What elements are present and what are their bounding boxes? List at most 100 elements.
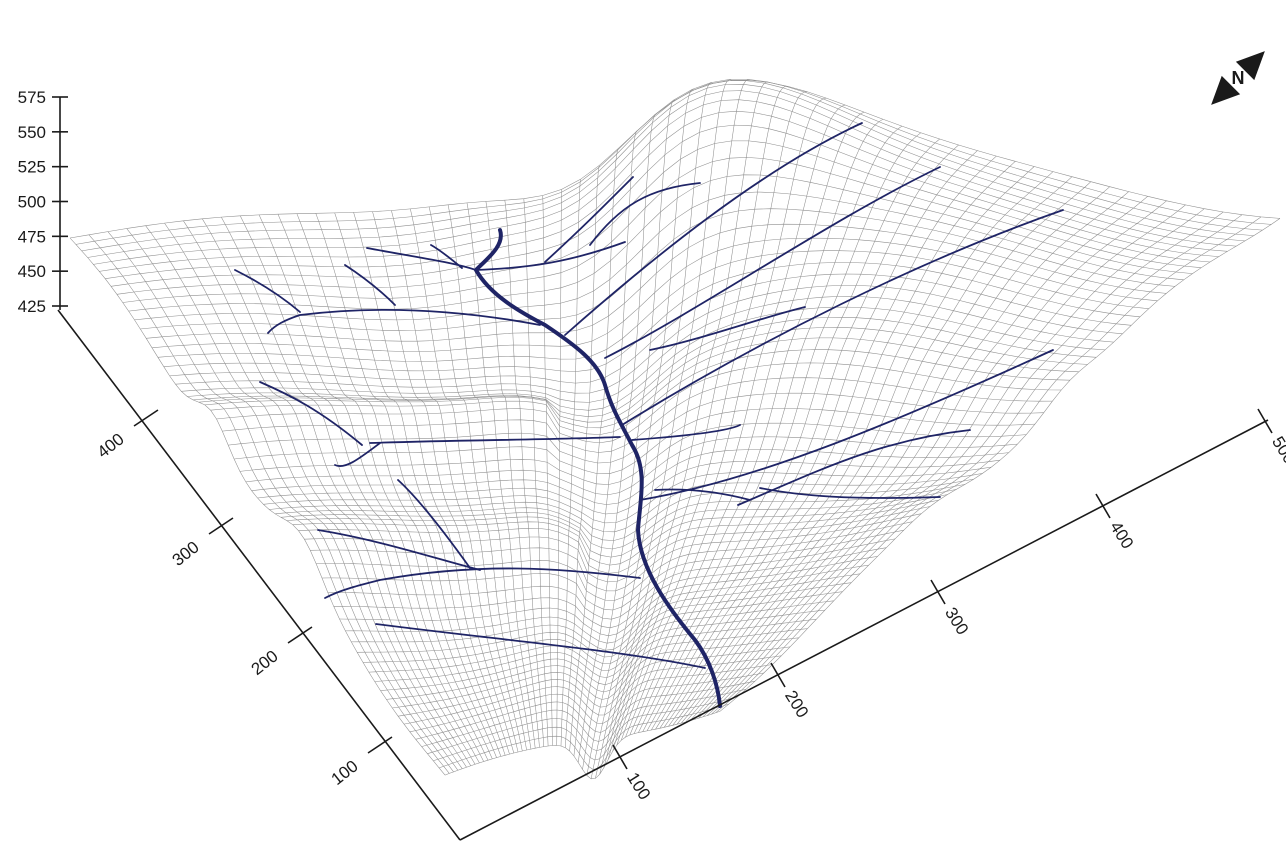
tick-mark	[208, 517, 234, 535]
tributary	[334, 442, 381, 468]
mesh-line	[275, 478, 974, 541]
mesh-line	[116, 140, 1211, 295]
mesh-line	[304, 506, 931, 583]
tick-label: 500	[1268, 433, 1286, 467]
mesh-line	[608, 85, 789, 760]
tick-label: 200	[248, 646, 282, 678]
mesh-line	[368, 600, 834, 673]
mesh-line	[280, 484, 966, 550]
mesh-line	[374, 609, 826, 682]
tributary	[430, 244, 463, 269]
tributary	[649, 306, 806, 351]
mesh-line	[321, 529, 904, 611]
tick-mark	[287, 626, 313, 644]
tributary	[375, 623, 706, 669]
tick-label: 575	[18, 88, 46, 107]
mesh-line	[298, 499, 939, 574]
tributary	[344, 264, 396, 306]
mesh-line	[163, 262, 1141, 372]
mesh-line	[362, 591, 843, 664]
tick-mark	[1095, 493, 1111, 519]
tributary	[544, 176, 634, 263]
mesh-line	[164, 222, 467, 768]
tributary	[589, 182, 701, 246]
mesh-line	[582, 99, 676, 770]
mesh-line	[345, 564, 869, 644]
tick-mark	[770, 662, 786, 688]
tributary	[604, 166, 941, 359]
mesh-line	[339, 556, 878, 637]
tributary	[369, 436, 621, 444]
tick-label: 425	[18, 297, 46, 316]
mesh-line	[698, 204, 1186, 719]
mesh-line	[327, 538, 896, 620]
mesh-line	[681, 186, 1110, 724]
tributary	[366, 247, 477, 271]
mesh-line	[69, 80, 1281, 239]
mesh-line	[603, 81, 770, 768]
mesh-line	[694, 200, 1167, 720]
mesh-line	[685, 191, 1129, 723]
mesh-line	[391, 210, 519, 753]
mesh-line	[659, 161, 1016, 729]
mesh-line	[415, 672, 764, 740]
tick-mark	[612, 744, 628, 770]
mesh-line	[210, 349, 1071, 435]
mesh-line	[706, 211, 1224, 716]
tick-label: 400	[94, 429, 128, 461]
stream-network	[234, 122, 1064, 708]
main-channel-inner	[631, 444, 721, 707]
mesh-line	[75, 79, 1272, 245]
tributary	[234, 269, 301, 313]
tributary	[475, 241, 626, 271]
mesh-line	[638, 132, 921, 733]
tick-label: 525	[18, 158, 46, 177]
mesh-line	[612, 91, 808, 752]
tributary	[317, 529, 481, 571]
north-label: N	[1232, 68, 1245, 88]
tick-label: 450	[18, 262, 46, 281]
mesh-line	[403, 655, 782, 725]
mesh-line	[439, 703, 729, 770]
tick-label: 300	[169, 537, 203, 569]
tick-label: 200	[781, 687, 812, 721]
mesh-line	[316, 521, 913, 601]
main-channel	[474, 228, 722, 708]
tributary	[759, 487, 941, 499]
mesh-line	[269, 473, 983, 533]
mesh-line	[655, 155, 997, 730]
mesh-line	[392, 637, 799, 709]
tributary	[654, 488, 751, 501]
mesh-line	[357, 582, 852, 658]
mesh-line	[595, 79, 732, 779]
terrain-mesh	[69, 79, 1281, 780]
mesh-line	[380, 619, 817, 691]
mesh-line	[590, 82, 713, 779]
mesh-line	[88, 234, 450, 774]
mesh-line	[715, 216, 1262, 713]
mesh-line	[334, 212, 506, 756]
mesh-line	[586, 89, 694, 776]
mesh-line	[676, 181, 1092, 725]
tributary	[631, 424, 741, 441]
mesh-line	[616, 97, 827, 746]
mesh-line	[398, 646, 791, 717]
mesh-line	[556, 189, 562, 746]
tributary	[621, 209, 1064, 426]
mesh-line	[87, 84, 1254, 258]
mesh-line	[202, 218, 476, 765]
mesh-line	[310, 513, 922, 592]
mesh-line	[286, 489, 957, 558]
tributary	[397, 479, 471, 569]
tick-label: 400	[1106, 518, 1137, 552]
mesh-line	[702, 208, 1205, 718]
tributary	[259, 381, 363, 446]
tick-label: 100	[623, 769, 654, 803]
mesh-line	[351, 573, 861, 651]
tick-mark	[1257, 408, 1273, 434]
mesh-line	[689, 196, 1148, 721]
mesh-line	[466, 202, 536, 749]
mesh-line	[433, 696, 738, 762]
mesh-line	[204, 337, 1079, 429]
